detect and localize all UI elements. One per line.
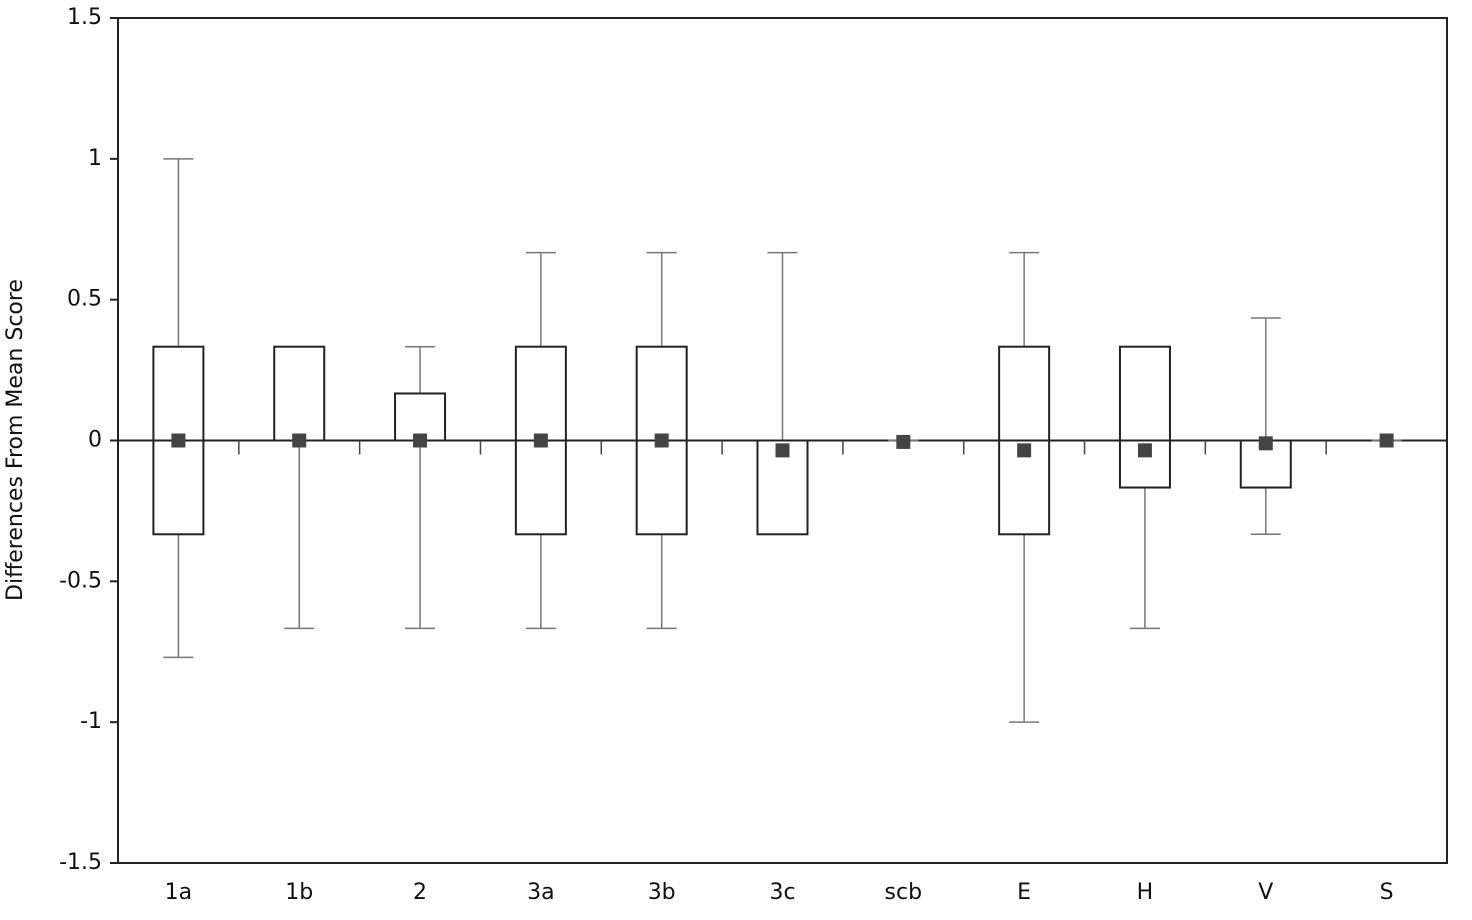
box [1118, 345, 1171, 489]
y-tick-label: 1.5 [67, 5, 102, 30]
x-tick-label: 3a [527, 880, 554, 905]
y-axis-label: Differences From Mean Score [3, 279, 28, 601]
y-tick-label: 0 [88, 428, 102, 453]
box [152, 345, 205, 536]
mean-marker [292, 433, 307, 448]
x-tick-label: S [1380, 880, 1394, 905]
box [635, 345, 688, 536]
x-tick-label: 3b [648, 880, 676, 905]
mean-marker [775, 443, 790, 458]
x-tick-label: 1b [285, 880, 313, 905]
mean-marker [171, 433, 186, 448]
mean-marker [413, 433, 428, 448]
mean-marker [1379, 433, 1394, 448]
x-tick-label: V [1258, 880, 1273, 905]
x-tick-label: 1a [165, 880, 192, 905]
box [273, 345, 326, 442]
x-tick-label: E [1017, 880, 1031, 905]
box [756, 439, 809, 536]
box [514, 345, 567, 536]
box [998, 345, 1051, 536]
x-tick-label: scb [885, 880, 923, 905]
y-tick-label: -1 [80, 709, 102, 734]
y-tick-label: 0.5 [67, 287, 102, 312]
box [394, 392, 447, 442]
x-tick-label: 3c [769, 880, 795, 905]
mean-marker [1017, 443, 1032, 458]
mean-marker [1258, 436, 1273, 451]
mean-marker [1137, 443, 1152, 458]
mean-marker [896, 434, 911, 449]
y-tick-label: 1 [88, 146, 102, 171]
mean-marker [654, 433, 669, 448]
y-tick-label: -1.5 [59, 850, 102, 875]
x-tick-label: H [1137, 880, 1154, 905]
mean-marker [533, 433, 548, 448]
y-tick-label: -0.5 [59, 568, 102, 593]
x-tick-label: 2 [413, 880, 427, 905]
